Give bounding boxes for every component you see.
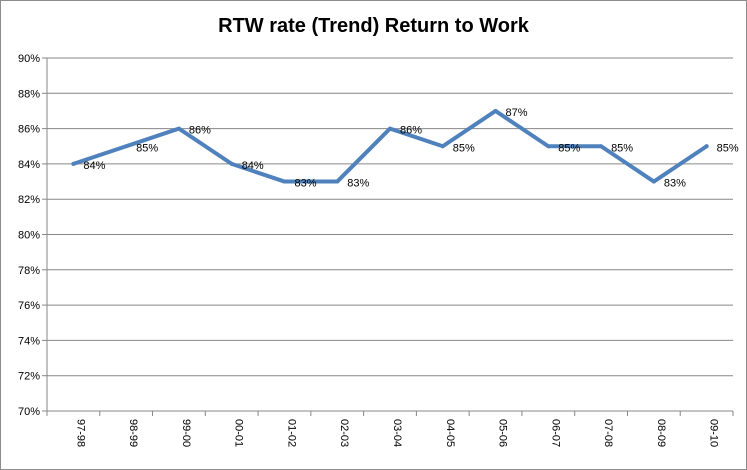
data-label: 85% bbox=[558, 142, 580, 154]
data-label: 86% bbox=[189, 125, 211, 137]
data-label: 85% bbox=[611, 142, 633, 154]
y-tick-label: 74% bbox=[18, 335, 40, 347]
x-tick-label: 06-07 bbox=[549, 419, 561, 447]
x-tick-label: 05-06 bbox=[497, 419, 509, 447]
y-tick-label: 70% bbox=[18, 406, 40, 418]
data-point bbox=[124, 144, 129, 149]
series-group bbox=[71, 108, 709, 184]
x-tick-label: 02-03 bbox=[338, 419, 350, 447]
data-point bbox=[229, 161, 234, 166]
x-tick-label: 04-05 bbox=[444, 419, 456, 447]
x-tick-label: 99-00 bbox=[180, 419, 192, 447]
data-point bbox=[388, 126, 392, 131]
x-tick-label: 09-10 bbox=[708, 419, 720, 447]
chart-title: RTW rate (Trend) Return to Work bbox=[218, 15, 529, 37]
data-labels: 84% 85% 86% 84% 83% 83% 86% 85% 87% 85% 85% 83% 85% bbox=[83, 107, 738, 190]
data-point bbox=[493, 108, 498, 113]
y-tick-label: 84% bbox=[18, 159, 40, 171]
data-point bbox=[440, 144, 445, 149]
data-point bbox=[599, 144, 604, 149]
x-tick-label: 07-08 bbox=[602, 419, 614, 447]
y-tick-label: 88% bbox=[18, 88, 40, 100]
x-tick-label: 08-09 bbox=[655, 419, 667, 447]
data-label: 87% bbox=[506, 107, 528, 119]
data-label: 85% bbox=[136, 142, 158, 154]
y-tick-label: 72% bbox=[18, 371, 40, 383]
y-tick-label: 78% bbox=[18, 265, 40, 277]
data-label: 83% bbox=[347, 178, 369, 190]
data-label: 85% bbox=[453, 142, 475, 154]
y-tick-label: 82% bbox=[18, 194, 40, 206]
data-point bbox=[176, 126, 181, 131]
y-axis-labels: 70% 72% 74% 76% 78% 80% 82% 84% 86% 88% 90% bbox=[18, 53, 40, 418]
x-axis-labels: 97-98 98-99 99-00 00-01 01-02 02-03 03-04 04-05… bbox=[74, 419, 719, 447]
axes bbox=[42, 57, 734, 416]
y-tick-label: 76% bbox=[18, 300, 40, 312]
data-label: 83% bbox=[664, 178, 686, 190]
data-label: 84% bbox=[242, 160, 264, 172]
x-tick-label: 98-99 bbox=[127, 419, 139, 447]
x-tick-label: 01-02 bbox=[285, 419, 297, 447]
data-label: 85% bbox=[717, 142, 739, 154]
x-tick-label: 97-98 bbox=[74, 419, 86, 447]
data-point bbox=[546, 144, 551, 149]
y-tick-label: 86% bbox=[18, 124, 40, 136]
data-point bbox=[335, 179, 340, 184]
data-label: 86% bbox=[400, 125, 422, 137]
data-point bbox=[651, 179, 656, 184]
data-label: 83% bbox=[294, 178, 316, 190]
data-label: 84% bbox=[83, 160, 105, 172]
data-point bbox=[282, 179, 287, 184]
gridlines bbox=[47, 57, 733, 412]
x-tick-label: 03-04 bbox=[391, 419, 403, 447]
y-tick-label: 80% bbox=[18, 230, 40, 242]
y-tick-label: 90% bbox=[18, 53, 40, 65]
x-tick-label: 00-01 bbox=[233, 419, 245, 447]
data-point bbox=[71, 161, 76, 166]
data-point bbox=[704, 144, 709, 149]
